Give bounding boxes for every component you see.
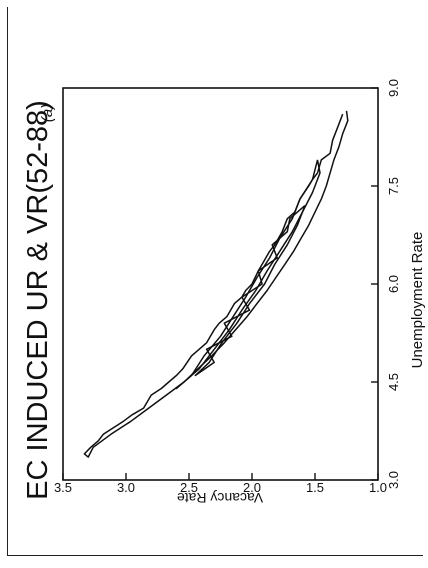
figure-frame <box>7 7 423 556</box>
y-tick-label: 3.5 <box>54 480 72 495</box>
series-line-1 <box>83 110 349 458</box>
x-tick-label: 7.5 <box>386 177 401 195</box>
chart-title: EC INDUCED UR & VR(52-88) <box>22 100 54 500</box>
x-tick-label: 3.0 <box>386 471 401 489</box>
y-tick-label: 3.0 <box>117 480 135 495</box>
x-axis-label: Unemployment Rate <box>409 232 426 369</box>
series-line-3 <box>194 205 306 377</box>
y-tick-label: 2.5 <box>180 480 198 495</box>
y-tick-label: 1.5 <box>306 480 324 495</box>
x-tick-label: 9.0 <box>386 79 401 97</box>
x-tick-label: 6.0 <box>386 275 401 293</box>
y-tick-label: 2.0 <box>243 480 261 495</box>
panel-label: (a) <box>39 104 56 122</box>
series-line-2 <box>175 159 321 390</box>
y-axis-label: Vacancy Rate <box>177 490 263 506</box>
y-tick-label: 1.0 <box>369 480 387 495</box>
x-tick-label: 4.5 <box>386 373 401 391</box>
